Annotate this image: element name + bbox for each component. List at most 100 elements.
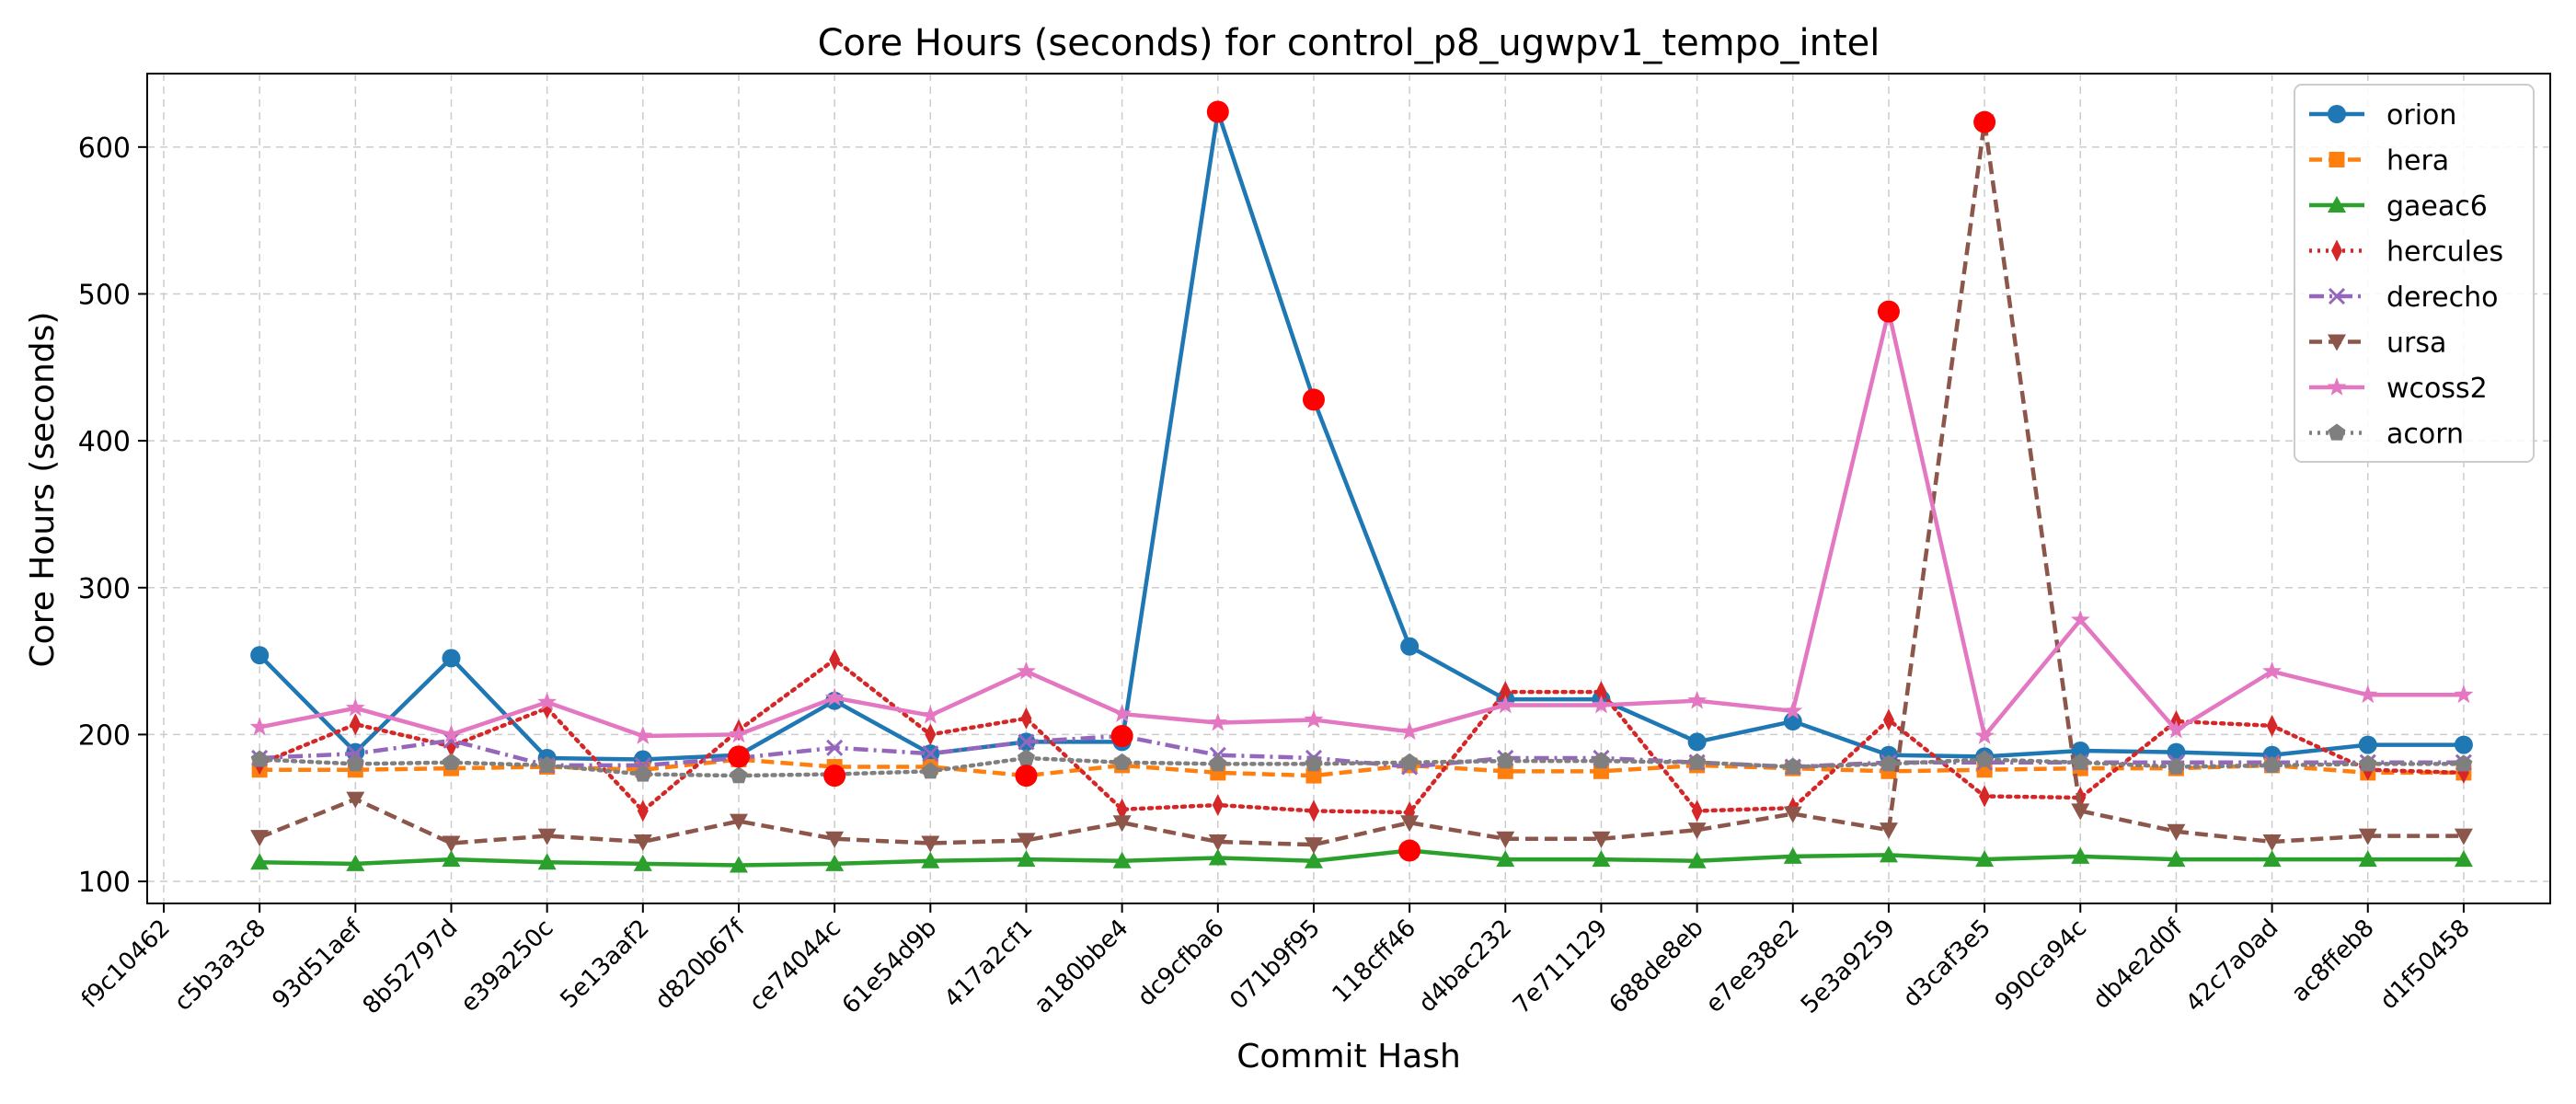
x-axis-label: Commit Hash <box>1236 1038 1461 1075</box>
data-point <box>1783 806 1802 823</box>
data-point <box>634 765 652 782</box>
series-line <box>259 757 2464 778</box>
data-point <box>1595 681 1607 704</box>
data-point <box>921 835 940 853</box>
data-point <box>250 750 269 767</box>
data-point <box>729 856 748 873</box>
data-point <box>2454 735 2473 754</box>
data-point <box>1400 815 1420 833</box>
data-point <box>1691 799 1703 822</box>
chart-title: Core Hours (seconds) for control_p8_ugwp… <box>818 22 1880 64</box>
data-point <box>2328 196 2346 213</box>
data-point <box>1880 754 1898 772</box>
data-point <box>1018 733 1035 751</box>
data-point <box>2328 105 2346 123</box>
data-point <box>345 697 365 717</box>
grid <box>147 74 2550 903</box>
legend-item-acorn: acorn <box>2309 419 2464 451</box>
y-tick-label: 400 <box>78 426 131 458</box>
data-point <box>1400 753 1419 770</box>
data-point <box>729 813 748 831</box>
data-point <box>1688 753 1707 770</box>
data-point <box>1307 799 1319 822</box>
series-hercules <box>254 648 2469 824</box>
data-point <box>1496 752 1514 769</box>
series-line <box>257 755 2467 778</box>
data-point <box>2358 828 2377 845</box>
data-point <box>1212 794 1224 817</box>
data-point <box>1974 726 1995 744</box>
y-axis-label: Core Hours (seconds) <box>24 312 62 668</box>
data-point <box>2262 850 2282 868</box>
legend-item-derecho: derecho <box>2309 282 2499 314</box>
highlight-point <box>1015 765 1038 788</box>
series-line <box>259 309 2464 739</box>
data-point <box>2167 823 2186 841</box>
legend-label: hercules <box>2386 236 2503 269</box>
series-wcoss2 <box>249 301 2474 744</box>
data-point <box>2358 684 2378 704</box>
legend-item-hera: hera <box>2309 145 2449 178</box>
data-point <box>1687 732 1707 752</box>
data-point <box>2328 334 2346 351</box>
data-point <box>1208 848 1227 866</box>
data-point <box>2454 828 2473 845</box>
data-point <box>2167 850 2186 868</box>
highlight-point <box>727 745 750 768</box>
series-line <box>258 109 2464 762</box>
legend-label: acorn <box>2386 419 2464 451</box>
y-tick-label: 600 <box>78 132 131 165</box>
data-point <box>729 724 749 743</box>
data-point <box>2071 753 2089 770</box>
data-point <box>1112 851 1132 868</box>
data-point <box>1400 637 1420 656</box>
data-point <box>1208 712 1228 731</box>
data-point <box>1304 851 1323 868</box>
data-point <box>1399 721 1420 741</box>
data-point <box>2263 755 2282 774</box>
legend: orion hera gaeac6 hercules derecho ursa wcoss2… <box>2294 84 2535 463</box>
data-point <box>1783 846 1802 864</box>
series-gaeac6 <box>250 841 2473 873</box>
data-point <box>824 687 845 707</box>
data-point <box>346 791 365 809</box>
series-line <box>257 657 2467 815</box>
y-tick-label: 300 <box>78 573 131 605</box>
data-point <box>1879 845 1898 863</box>
data-point <box>730 766 748 784</box>
data-point <box>249 717 270 736</box>
legend-label: gaeac6 <box>2386 190 2488 223</box>
data-point <box>633 854 652 871</box>
data-point <box>1592 850 1611 868</box>
data-point <box>2070 609 2090 628</box>
data-point <box>2166 719 2186 739</box>
data-point <box>1979 785 1991 808</box>
data-point <box>537 853 557 870</box>
data-point <box>829 648 841 671</box>
data-point <box>442 724 461 743</box>
data-point <box>443 731 460 749</box>
data-point <box>1591 695 1611 714</box>
data-point <box>2167 757 2185 775</box>
data-point <box>2358 735 2377 754</box>
data-point <box>1882 708 1894 731</box>
legend-label: orion <box>2386 99 2456 132</box>
data-point <box>921 762 939 779</box>
y-tick-label: 500 <box>78 279 131 311</box>
series-line <box>259 848 2464 868</box>
data-point <box>1305 767 1322 784</box>
legend-item-wcoss2: wcoss2 <box>2309 373 2488 405</box>
highlight-point <box>1877 300 1900 323</box>
legend-label: derecho <box>2386 282 2499 314</box>
data-point <box>2266 714 2278 737</box>
data-point <box>2455 754 2473 772</box>
data-point <box>1783 700 1803 719</box>
series-acorn <box>250 748 2473 784</box>
data-point <box>1975 850 1995 868</box>
data-point <box>921 851 940 868</box>
data-point <box>2359 754 2377 772</box>
data-point <box>1017 748 1035 766</box>
data-point <box>1687 822 1707 840</box>
data-point <box>1304 709 1324 729</box>
